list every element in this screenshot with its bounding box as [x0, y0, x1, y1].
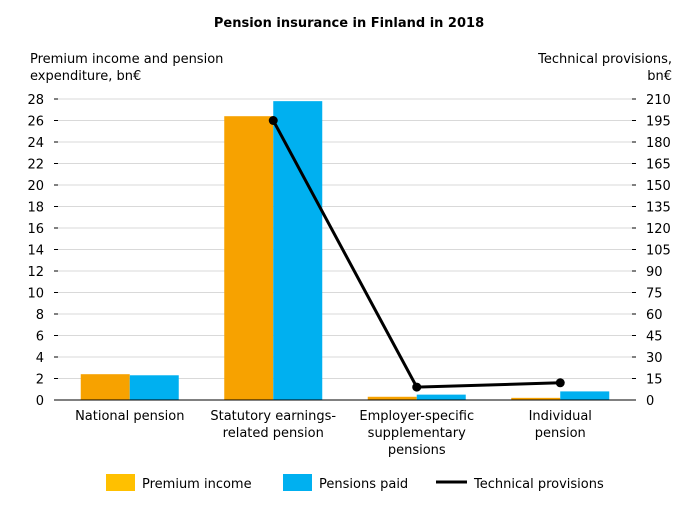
left-tick-label: 0 [36, 394, 44, 409]
left-tick-label: 22 [27, 158, 44, 173]
left-tick-label: 18 [27, 201, 44, 216]
right-axis-ticks: 0 15 30 45 60 75 90 105 120 135 150 165 180 195 210 [632, 93, 671, 409]
legend: Premium income Pensions paid Technical pro… [106, 474, 604, 492]
category-label: Employer-specific [359, 409, 474, 424]
right-tick-label: 180 [646, 136, 671, 151]
bar-premium-income [224, 116, 274, 400]
left-tick-label: 28 [27, 93, 44, 108]
right-axis-title-line: Technical provisions, [537, 52, 672, 67]
left-tick-label: 6 [36, 330, 44, 345]
category-label: supplementary [368, 426, 466, 441]
technical-provisions-point [555, 378, 565, 388]
bar-pensions-paid [129, 375, 179, 400]
bar-pensions-paid [416, 394, 466, 400]
right-tick-label: 30 [646, 351, 663, 366]
gridlines [58, 98, 632, 379]
left-tick-label: 2 [36, 373, 44, 388]
category-label: pensions [388, 443, 446, 458]
left-tick-label: 14 [27, 244, 44, 259]
legend-swatch-premium-income [106, 474, 135, 491]
right-tick-label: 60 [646, 308, 663, 323]
category-label: National pension [75, 409, 184, 424]
right-tick-label: 45 [646, 330, 663, 345]
right-tick-label: 210 [646, 93, 671, 108]
left-tick-label: 24 [27, 136, 44, 151]
category-label: pension [535, 426, 586, 441]
bar-premium-income [511, 397, 561, 400]
bar-pensions-paid [273, 101, 323, 401]
left-tick-label: 8 [36, 308, 44, 323]
right-tick-label: 90 [646, 265, 663, 280]
category-label: Statutory earnings- [210, 409, 336, 424]
bar-pensions-paid [560, 391, 610, 400]
bar-premium-income [80, 374, 130, 400]
category-label: related pension [223, 426, 324, 441]
right-tick-label: 75 [646, 287, 663, 302]
legend-label-pensions-paid: Pensions paid [319, 477, 408, 492]
legend-label-premium-income: Premium income [142, 477, 252, 492]
right-tick-label: 195 [646, 115, 671, 130]
right-tick-label: 15 [646, 373, 663, 388]
technical-provisions-line [268, 116, 565, 392]
right-axis-title-line: bn€ [647, 69, 672, 84]
right-tick-label: 105 [646, 244, 671, 259]
left-axis-title: Premium income and pension expenditure, b… [30, 52, 223, 84]
right-tick-label: 120 [646, 222, 671, 237]
left-tick-label: 26 [27, 115, 44, 130]
right-tick-label: 135 [646, 201, 671, 216]
left-tick-label: 4 [36, 351, 44, 366]
technical-provisions-point [412, 382, 422, 392]
left-axis-title-line: Premium income and pension [30, 52, 223, 67]
left-tick-label: 20 [27, 179, 44, 194]
bar-premium-income [367, 396, 417, 400]
left-tick-label: 12 [27, 265, 44, 280]
bars [80, 101, 610, 401]
technical-provisions-point [268, 116, 278, 125]
right-axis-title: Technical provisions, bn€ [537, 52, 672, 84]
chart-title: Pension insurance in Finland in 2018 [214, 16, 484, 31]
legend-swatch-pensions-paid [283, 474, 312, 491]
category-label: Individual [529, 409, 592, 424]
category-labels: National pension Statutory earnings-relat… [75, 409, 592, 458]
left-axis-title-line: expenditure, bn€ [30, 69, 141, 84]
right-tick-label: 150 [646, 179, 671, 194]
right-tick-label: 0 [646, 394, 654, 409]
left-tick-label: 10 [27, 287, 44, 302]
left-tick-label: 16 [27, 222, 44, 237]
right-tick-label: 165 [646, 158, 671, 173]
legend-label-technical-provisions: Technical provisions [473, 477, 604, 492]
